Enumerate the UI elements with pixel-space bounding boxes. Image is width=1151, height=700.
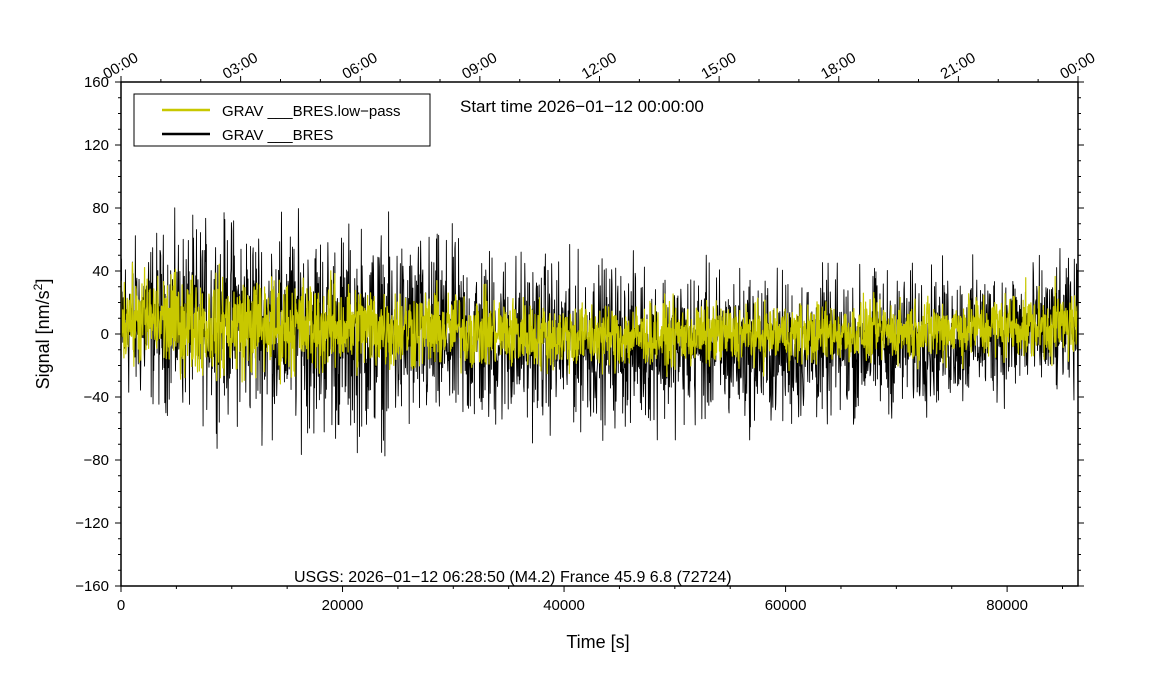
y-axis-title-end: ] (33, 279, 53, 284)
earthquake-annotation: USGS: 2026−01−12 06:28:50 (M4.2) France … (294, 569, 732, 586)
legend: GRAV ___BRES.low−pass GRAV ___BRES (133, 93, 431, 147)
x-tick-label: 60000 (765, 597, 807, 614)
y-tick-label: −120 (75, 515, 109, 532)
y-tick-label: 80 (92, 200, 109, 217)
x-axis-title: Time [s] (566, 632, 629, 652)
y-tick-label: 120 (84, 137, 109, 154)
x-tick-label: 20000 (322, 597, 364, 614)
y-axis-title: Signal [nm/s2] (31, 279, 53, 390)
start-time-label: Start time 2026−01−12 00:00:00 (460, 97, 704, 116)
x-tick-label: 80000 (986, 597, 1028, 614)
legend-label-raw: GRAV ___BRES (222, 127, 333, 144)
plot-data-area (120, 207, 1079, 457)
x-tick-label: 40000 (543, 597, 585, 614)
y-tick-label: 0 (101, 326, 109, 343)
y-tick-label: −40 (84, 389, 109, 406)
y-tick-label: −80 (84, 452, 109, 469)
y-axis-title-main: Signal [nm/s (33, 290, 53, 389)
legend-label-low-pass: GRAV ___BRES.low−pass (222, 103, 401, 120)
y-axis-title-superscript: 2 (31, 283, 45, 290)
y-tick-label: 160 (84, 74, 109, 91)
legend-box (133, 93, 431, 147)
x-tick-label: 0 (117, 597, 125, 614)
y-tick-label: −160 (75, 578, 109, 595)
y-tick-label: 40 (92, 263, 109, 280)
series-low-pass-line (120, 262, 1079, 385)
